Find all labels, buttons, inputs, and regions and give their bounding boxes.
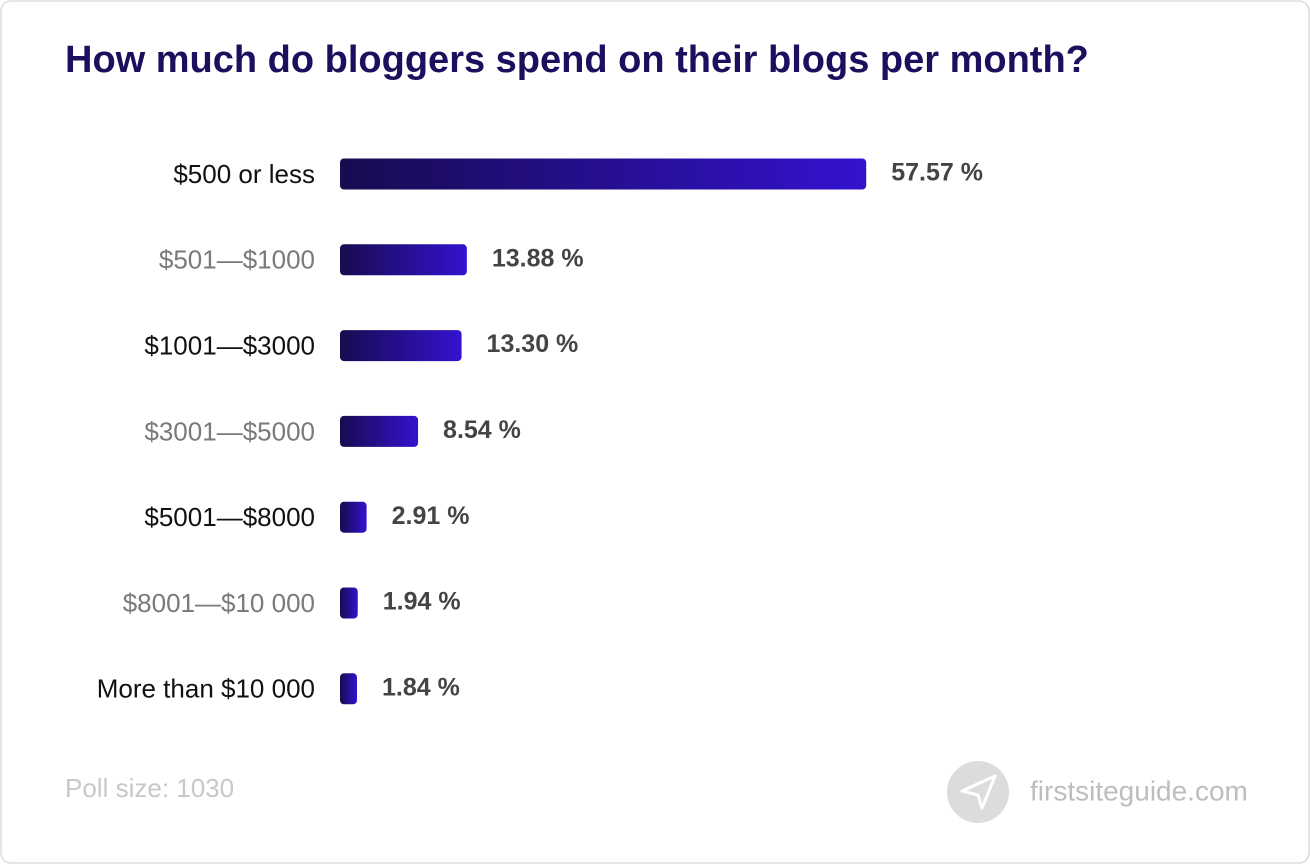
category-label: $8001—$10 000: [123, 588, 315, 618]
category-label: $1001—$3000: [144, 330, 315, 360]
bar: [340, 501, 367, 533]
bar: [340, 158, 867, 190]
logo: [947, 761, 1009, 823]
category-label: $3001—$5000: [144, 416, 315, 446]
chart-title: How much do bloggers spend on their blog…: [65, 39, 1089, 81]
bar: [340, 587, 358, 619]
value-label: 1.94 %: [383, 588, 461, 616]
category-label: More than $10 000: [97, 674, 315, 704]
source: firstsiteguide.com: [1030, 775, 1248, 806]
category-label: $500 or less: [173, 159, 315, 189]
value-label: 57.57 %: [891, 159, 983, 187]
value-label: 1.84 %: [382, 673, 460, 701]
bar: [340, 415, 419, 447]
value-label: 13.30 %: [487, 330, 579, 358]
value-label: 13.88 %: [492, 244, 584, 272]
bar: [340, 244, 467, 276]
category-label: $501—$1000: [159, 245, 315, 275]
value-label: 8.54 %: [443, 416, 521, 444]
bar: [340, 673, 357, 705]
bar: [340, 330, 462, 362]
poll-note: Poll size: 1030: [65, 773, 234, 803]
value-label: 2.91 %: [392, 502, 470, 530]
category-label: $5001—$8000: [144, 502, 315, 532]
